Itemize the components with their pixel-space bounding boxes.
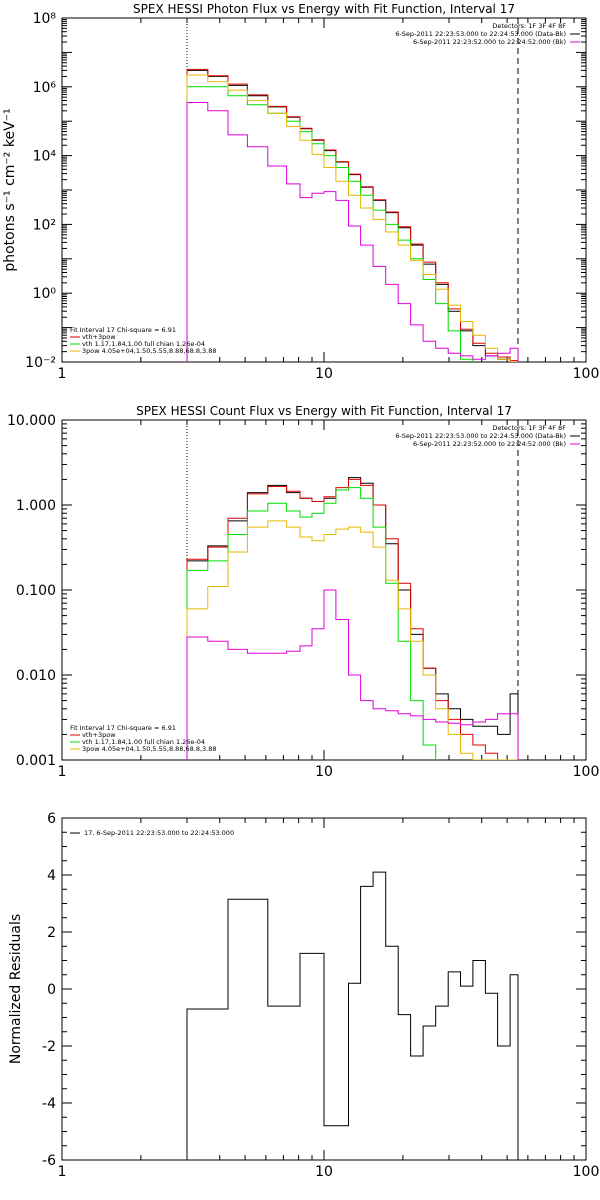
series-group (186, 871, 519, 1160)
x-tick-label: 10 (315, 1164, 333, 1180)
y-tick-label: 10⁰ (33, 286, 57, 302)
legend-entry: 3pow 4.05e+04,1.50,5.55,8.88,68.8,3.88 (82, 745, 217, 753)
residuals-panel: 1 10 100 -6 -4 -2 0 2 4 6 Normalized Residuals 17. … (8, 811, 599, 1180)
y-tick-label: 4 (47, 868, 56, 884)
series-line-3pow (186, 74, 519, 362)
x-tick-label: 1 (58, 764, 67, 780)
series-line-vth-3pow (186, 68, 519, 362)
y-tick-label: 0.001 (16, 753, 56, 769)
x-tick-label: 1 (58, 1164, 67, 1180)
y-tick-label: 10⁴ (33, 149, 57, 165)
x-tick-label: 100 (573, 366, 600, 382)
x-tick-label: 1 (58, 366, 67, 382)
count-flux-panel: SPEX HESSI Count Flux vs Energy with Fit… (7, 404, 599, 780)
series-line-17 (186, 871, 519, 1160)
series-line-data-bk (186, 477, 519, 760)
y-tick-label: -4 (42, 1096, 56, 1112)
legend-entry: 3pow 4.05e+04,1.50,5.55,8.88,68.8,3.88 (82, 347, 217, 355)
chart-title: SPEX HESSI Count Flux vs Energy with Fit… (136, 404, 512, 418)
legend-entry: 6-Sep-2011 22:23:53.000 to 22:24:53.000 … (395, 30, 566, 38)
series-line-bk (186, 102, 519, 362)
x-tick-label: 100 (573, 764, 600, 780)
legend-entry: 6-Sep-2011 22:23:53.000 to 22:24:53.000 … (395, 432, 566, 440)
y-axis-label: Normalized Residuals (8, 914, 24, 1064)
y-tick-label: 0 (47, 982, 56, 998)
series-line-bk (186, 589, 519, 760)
series-line-3pow (186, 520, 519, 760)
y-tick-label: 2 (47, 925, 56, 941)
y-axis-label: photons s⁻¹ cm⁻² keV⁻¹ (2, 108, 18, 271)
photon-flux-panel: SPEX HESSI Photon Flux vs Energy with Fi… (2, 2, 599, 382)
series-group (186, 477, 519, 760)
x-tick-label: 100 (573, 1164, 600, 1180)
legend-entry: 17. 6-Sep-2011 22:23:53.000 to 22:24:53.… (84, 829, 234, 837)
legend-entry: 6-Sep-2011 22:23:52.000 to 22:24:52.000 … (413, 440, 566, 448)
y-tick-label: 1.000 (16, 498, 56, 514)
x-tick-label: 10 (315, 764, 333, 780)
y-tick-label: -2 (42, 1039, 56, 1055)
y-tick-label: -6 (42, 1153, 56, 1169)
y-tick-label: 10⁶ (33, 80, 57, 96)
chart-title: SPEX HESSI Photon Flux vs Energy with Fi… (133, 2, 515, 16)
y-tick-label: 6 (47, 811, 56, 827)
legend-entry: vth 1.17,1.84,1.00 full chian 1.26e-04 (82, 738, 205, 746)
legend-entry: 6-Sep-2011 22:23:52.000 to 22:24:52.000 … (413, 38, 566, 46)
legend-entry: Fit Interval 17 Chi-square = 6.91 (70, 724, 176, 732)
y-tick-label: 10.000 (7, 413, 56, 429)
series-line-vth (186, 86, 474, 362)
legend-entry: vth 1.17,1.84,1.00 full chian 1.26e-04 (82, 340, 205, 348)
legend-entry: Detectors: 1F 3F 4F 8F (492, 424, 566, 432)
y-tick-label: 0.100 (16, 583, 56, 599)
plot-frame (61, 17, 587, 363)
y-tick-label: 10⁻² (25, 355, 56, 371)
legend-entry: vth+3pow (82, 731, 116, 739)
legend-entry: Fit Interval 17 Chi-square = 6.91 (70, 326, 176, 334)
x-tick-label: 10 (315, 366, 333, 382)
series-line-vth (186, 487, 437, 760)
y-tick-label: 0.010 (16, 668, 56, 684)
y-tick-label: 10² (33, 217, 56, 233)
series-line-vth-3pow (186, 478, 519, 760)
series-group (186, 68, 519, 362)
legend-entry: Detectors: 1F 3F 4F 8F (492, 22, 566, 30)
y-tick-label: 10⁸ (33, 11, 57, 27)
legend-entry: vth+3pow (82, 333, 116, 341)
